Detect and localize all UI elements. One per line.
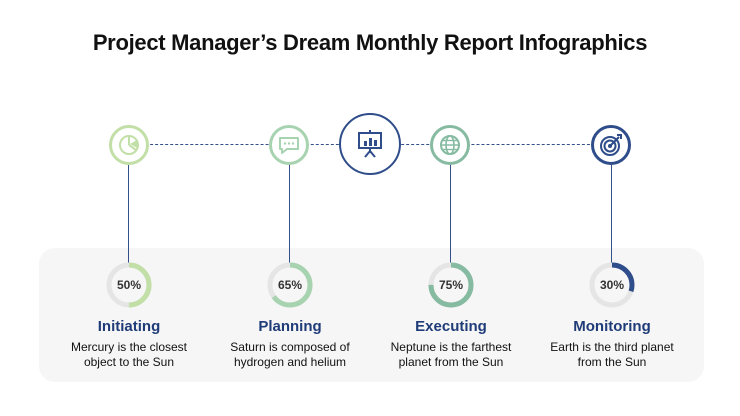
steps-panel	[39, 248, 704, 382]
chat-bubble-icon	[279, 137, 299, 154]
description-line: from the Sun	[577, 355, 647, 369]
page-title: Project Manager’s Dream Monthly Report I…	[92, 30, 648, 55]
globe-icon	[440, 135, 460, 155]
percent-label: 75%	[438, 278, 464, 292]
step-description-initiating: Mercury is the closest object to the Sun	[54, 340, 204, 370]
connector-monitoring	[611, 164, 612, 266]
target-icon	[600, 134, 622, 156]
percent-label: 65%	[277, 278, 303, 292]
description-line: Neptune is the farthest	[390, 340, 512, 354]
description-line: Mercury is the closest	[70, 340, 188, 354]
description-line: hydrogen and helium	[233, 355, 347, 369]
description-line: planet from the Sun	[398, 355, 504, 369]
presentation-chart-icon	[358, 130, 382, 158]
step-description-planning: Saturn is composed of hydrogen and heliu…	[215, 340, 365, 370]
progress-ring-planning: 65%	[266, 261, 314, 309]
progress-ring-executing: 75%	[427, 261, 475, 309]
step-description-monitoring: Earth is the third planet from the Sun	[537, 340, 687, 370]
pie-chart-icon	[119, 135, 139, 155]
description-line: Saturn is composed of	[230, 340, 350, 354]
step-icon-monitoring	[591, 125, 631, 165]
percent-label: 30%	[599, 278, 625, 292]
step-icon-planning	[269, 125, 309, 165]
connector-executing	[450, 164, 451, 266]
connector-planning	[289, 164, 290, 266]
step-title-monitoring: Monitoring	[573, 318, 651, 335]
progress-ring-initiating: 50%	[105, 261, 153, 309]
step-description-executing: Neptune is the farthest planet from the …	[376, 340, 526, 370]
step-title-initiating: Initiating	[97, 318, 161, 335]
progress-ring-monitoring: 30%	[588, 261, 636, 309]
step-title-planning: Planning	[258, 318, 322, 335]
description-line: Earth is the third planet	[550, 340, 674, 354]
step-icon-executing	[430, 125, 470, 165]
step-title-executing: Executing	[415, 318, 487, 335]
progress-arc	[589, 262, 635, 308]
percent-label: 50%	[116, 278, 142, 292]
description-line: object to the Sun	[83, 355, 175, 369]
progress-arc	[267, 262, 313, 308]
progress-arc	[106, 262, 152, 308]
center-icon-circle	[339, 113, 401, 175]
connector-initiating	[128, 164, 129, 266]
step-icon-initiating	[109, 125, 149, 165]
progress-arc	[428, 262, 474, 308]
